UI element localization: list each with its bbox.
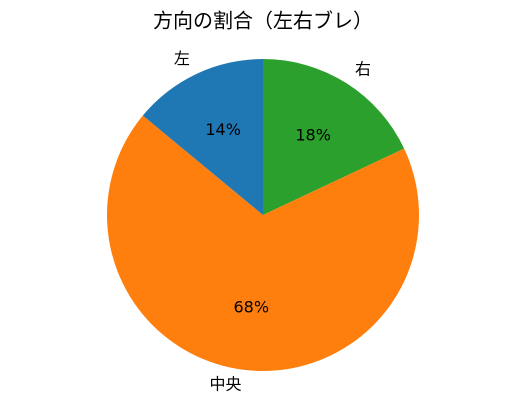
pie-slice [263, 59, 405, 215]
value-label: 68% [233, 297, 269, 316]
slice-label: 左 [174, 49, 190, 68]
chart-title: 方向の割合（左右ブレ） [153, 9, 373, 33]
slice-label: 右 [355, 60, 371, 79]
pie-slice [142, 59, 263, 215]
slice-label: 中央 [209, 375, 241, 394]
value-label: 14% [205, 120, 241, 139]
value-label: 18% [295, 125, 331, 144]
pie-slice [106, 115, 419, 371]
